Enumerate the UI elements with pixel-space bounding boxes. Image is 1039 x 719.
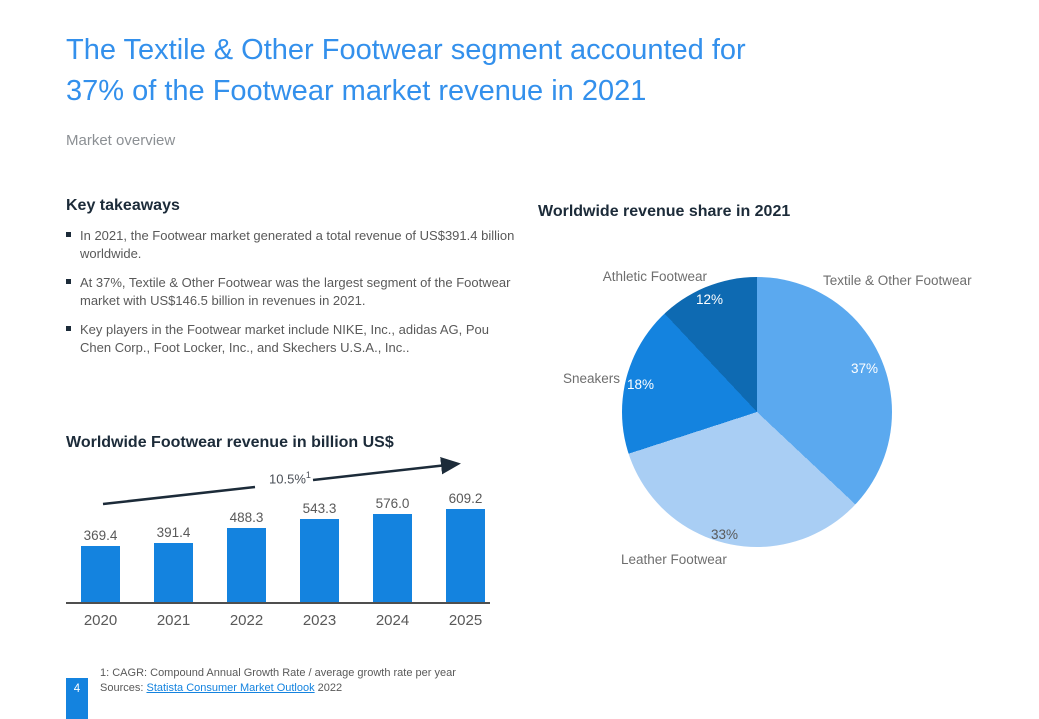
bar-chart-plot: 369.4 391.4 488.3 543.3 576.0 609.2 (66, 484, 490, 604)
bar-value-label: 576.0 (375, 496, 410, 511)
key-takeaways-heading: Key takeaways (66, 197, 180, 214)
footer-notes: 1: CAGR: Compound Annual Growth Rate / a… (100, 666, 456, 695)
bar-chart: Worldwide Footwear revenue in billion US… (66, 428, 490, 643)
bar-x-label: 2022 (229, 612, 264, 629)
bullet-square-icon (66, 232, 71, 237)
cagr-value: 10.5% (269, 471, 306, 487)
pie-slice-percentage: 18% (627, 377, 655, 392)
bullet-text: At 37%, Textile & Other Footwear was the… (80, 275, 511, 308)
bullet-square-icon (66, 326, 71, 332)
source-link[interactable]: Statista Consumer Market Outlook (146, 681, 315, 694)
bar (154, 543, 193, 602)
bar-x-label: 2020 (83, 612, 118, 629)
pie-chart-title: Worldwide revenue share in 2021 (538, 203, 791, 220)
bullet-text: Key players in the Footwear market inclu… (80, 322, 489, 355)
bar (446, 509, 485, 602)
bar-x-label: 2021 (156, 612, 191, 629)
page-title: The Textile & Other Footwear segment acc… (66, 30, 986, 112)
page-title-line1: The Textile & Other Footwear segment acc… (66, 34, 746, 66)
page-title-line2: 37% of the Footwear market revenue in 20… (66, 75, 647, 108)
bar-value-label: 391.4 (156, 525, 191, 540)
bar-x-label: 2024 (375, 612, 410, 629)
bar-chart-x-axis: 2020 2021 2022 2023 2024 2025 (66, 612, 490, 629)
bar-value-label: 488.3 (229, 510, 264, 525)
bar-group: 609.2 (446, 491, 485, 602)
growth-trend-arrow-icon (102, 456, 461, 506)
bar-x-label: 2025 (448, 612, 483, 629)
bar-group: 488.3 (227, 510, 266, 602)
pie-slice-label: Sneakers (563, 371, 621, 386)
pie-slice-label: Textile & Other Footwear (823, 273, 972, 288)
pie-slice-label: Athletic Footwear (602, 269, 707, 284)
bar (373, 514, 412, 602)
bar-group: 369.4 (81, 528, 120, 602)
pie-slice-percentage: 37% (851, 361, 879, 376)
bar-value-label: 543.3 (302, 501, 337, 516)
page-subtitle: Market overview (66, 132, 176, 149)
bullet-text: In 2021, the Footwear market generated a… (80, 228, 515, 261)
bar (227, 528, 266, 602)
pie (622, 277, 892, 547)
bar-group: 576.0 (373, 496, 412, 602)
pie-slice-label: Leather Footwear (621, 552, 727, 567)
bullet-square-icon (66, 279, 71, 285)
sources-prefix: Sources: (100, 681, 144, 694)
bar-chart-title: Worldwide Footwear revenue in billion US… (66, 434, 394, 451)
pie-chart: Worldwide revenue share in 2021 Textile … (538, 197, 1008, 597)
pie-slice-percentage: 12% (696, 292, 724, 307)
source-year: 2022 (317, 681, 343, 694)
cagr-footnote-ref: 1 (305, 470, 311, 480)
cagr-annotation: 10.5%1 (258, 470, 322, 486)
key-takeaways-section: Key takeaways In 2021, the Footwear mark… (66, 197, 518, 368)
bar-group: 543.3 (300, 501, 339, 602)
sources-line: Sources: Statista Consumer Market Outloo… (100, 681, 456, 696)
list-item: In 2021, the Footwear market generated a… (66, 227, 518, 262)
page-number-badge: 4 (66, 678, 88, 719)
list-item: At 37%, Textile & Other Footwear was the… (66, 274, 518, 309)
bar (300, 519, 339, 602)
bar-value-label: 609.2 (448, 491, 483, 506)
list-item: Key players in the Footwear market inclu… (66, 321, 518, 356)
bar-value-label: 369.4 (83, 528, 118, 543)
bar-x-label: 2023 (302, 612, 337, 629)
footnote-cagr: 1: CAGR: Compound Annual Growth Rate / a… (100, 667, 456, 679)
bar (81, 546, 120, 602)
pie-slice-percentage: 33% (711, 527, 739, 542)
bar-group: 391.4 (154, 525, 193, 602)
